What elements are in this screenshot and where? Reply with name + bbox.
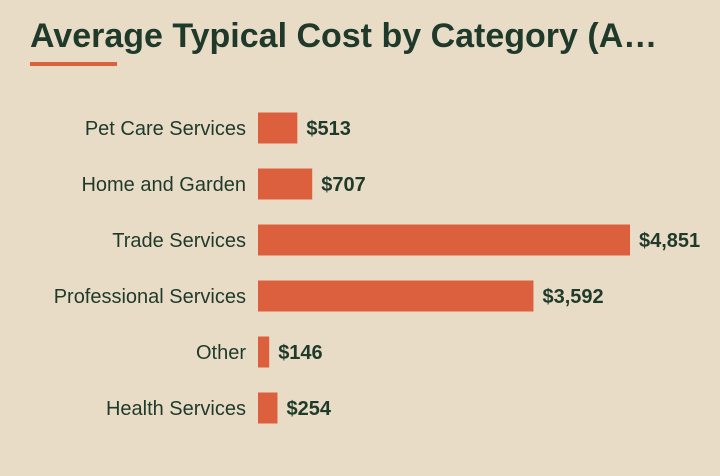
title-underline [30, 62, 117, 66]
value-label: $146 [278, 342, 323, 364]
category-label: Professional Services [54, 286, 246, 308]
value-label: $3,592 [542, 286, 603, 308]
bar [258, 392, 278, 424]
category-label: Trade Services [112, 230, 246, 252]
bar [258, 112, 298, 144]
bar [258, 280, 534, 312]
category-label: Pet Care Services [85, 118, 246, 140]
value-label: $707 [321, 174, 366, 196]
category-label: Other [196, 342, 246, 364]
category-label: Health Services [106, 398, 246, 420]
value-label: $254 [286, 398, 331, 420]
value-label: $513 [306, 118, 351, 140]
bar [258, 168, 313, 200]
value-label: $4,851 [639, 230, 700, 252]
category-label: Home and Garden [81, 174, 246, 196]
bar [258, 336, 270, 368]
bar [258, 224, 630, 256]
